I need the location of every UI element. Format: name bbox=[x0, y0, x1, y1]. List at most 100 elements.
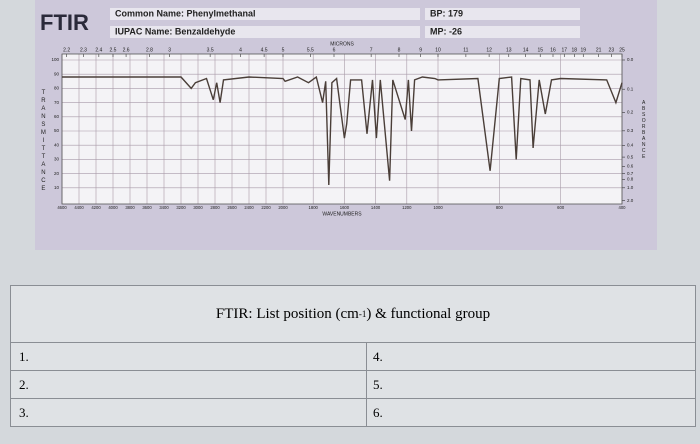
title-sup: -1 bbox=[358, 309, 367, 319]
micron-tick-label: 19 bbox=[580, 47, 586, 53]
boiling-point: BP: 179 bbox=[430, 8, 463, 18]
x-tick-label: 3600 bbox=[142, 205, 152, 210]
x-tick-label: 1800 bbox=[309, 205, 319, 210]
micron-tick-label: 2.5 bbox=[110, 47, 117, 53]
micron-tick-label: 2.4 bbox=[95, 47, 102, 53]
table-row: 3. 6. bbox=[11, 398, 695, 426]
x-tick-label: 4600 bbox=[57, 205, 67, 210]
plot-frame bbox=[61, 53, 623, 205]
y2-tick-label: 0.0 bbox=[627, 57, 634, 62]
spectrum-line bbox=[62, 75, 623, 186]
y-tick-label: 50 bbox=[54, 128, 60, 133]
micron-tick-label: 21 bbox=[596, 47, 602, 53]
micron-tick-label: 2.2 bbox=[63, 47, 70, 53]
common-name: Common Name: Phenylmethanal bbox=[115, 8, 256, 18]
x-tick-label: 3200 bbox=[176, 205, 186, 210]
field-bg bbox=[110, 26, 420, 38]
micron-tick-label: 13 bbox=[506, 47, 512, 53]
x-tick-label: 2000 bbox=[278, 205, 288, 210]
spectrum-panel: FTIR Common Name: Phenylmethanal IUPAC N… bbox=[35, 0, 657, 250]
micron-tick-label: 12 bbox=[486, 47, 492, 53]
x-tick-label: 1400 bbox=[371, 205, 381, 210]
micron-tick-label: 23 bbox=[609, 47, 615, 53]
x-tick-label: 1600 bbox=[340, 205, 350, 210]
micron-tick-label: 7 bbox=[370, 47, 373, 53]
y-tick-label: 80 bbox=[54, 86, 60, 91]
y2-tick-label: 0.6 bbox=[627, 164, 634, 169]
micron-tick-label: 16 bbox=[550, 47, 556, 53]
x-tick-label: 4400 bbox=[74, 205, 84, 210]
table-cell: 5. bbox=[373, 377, 383, 392]
title-text: ) & functional group bbox=[366, 305, 491, 322]
x-tick-label: 2400 bbox=[244, 205, 254, 210]
x-tick-label: 3400 bbox=[159, 205, 169, 210]
x-axis-label: WAVENUMBERS bbox=[322, 211, 362, 217]
logo: FTIR bbox=[40, 10, 89, 35]
y2-tick-label: 0.4 bbox=[627, 143, 634, 148]
x-tick-label: 800 bbox=[496, 205, 504, 210]
x-tick-label: 400 bbox=[619, 205, 627, 210]
melting-point: MP: -26 bbox=[430, 26, 462, 36]
y-tick-label: 20 bbox=[54, 171, 60, 176]
micron-tick-label: 15 bbox=[537, 47, 543, 53]
micron-tick-label: 5 bbox=[282, 47, 285, 53]
y2-tick-label: 0.5 bbox=[627, 154, 634, 159]
y2-tick-label: 1.0 bbox=[627, 185, 634, 190]
table-cell: 2. bbox=[19, 377, 29, 392]
table-row: 1. 4. bbox=[11, 342, 695, 371]
table: FTIR: List position (cm -1) & functional … bbox=[10, 285, 696, 427]
micron-tick-label: 4 bbox=[239, 47, 242, 53]
x-tick-label: 2600 bbox=[227, 205, 237, 210]
iupac-name: IUPAC Name: Benzaldehyde bbox=[115, 26, 235, 36]
x-tick-label: 1200 bbox=[402, 205, 412, 210]
micron-tick-label: 5.5 bbox=[307, 47, 314, 53]
table-row: 2. 5. bbox=[11, 370, 695, 399]
field-bg bbox=[110, 8, 420, 20]
micron-tick-label: 10 bbox=[435, 47, 441, 53]
table-cell: 6. bbox=[373, 405, 383, 420]
y-tick-label: 90 bbox=[54, 71, 60, 76]
y-axis-label: TRANSMITTANCE bbox=[40, 90, 46, 194]
y-tick-label: 30 bbox=[54, 157, 60, 162]
top-axis-label: MICRONS bbox=[330, 41, 354, 47]
micron-tick-label: 11 bbox=[463, 47, 468, 53]
micron-tick-label: 17 bbox=[561, 47, 567, 53]
micron-tick-label: 14 bbox=[523, 47, 529, 53]
y2-tick-label: 0.2 bbox=[627, 110, 634, 115]
y2-tick-label: 2.0 bbox=[627, 198, 634, 203]
micron-tick-label: 6 bbox=[333, 47, 336, 53]
y-tick-label: 60 bbox=[54, 114, 60, 119]
micron-tick-label: 8 bbox=[398, 47, 401, 53]
x-tick-label: 2800 bbox=[210, 205, 220, 210]
y-tick-label: 100 bbox=[51, 57, 59, 62]
x-tick-label: 3000 bbox=[193, 205, 203, 210]
column-divider bbox=[366, 342, 367, 426]
micron-tick-label: 18 bbox=[572, 47, 578, 53]
x-tick-label: 600 bbox=[557, 205, 565, 210]
title-text: FTIR: List position (cm bbox=[215, 305, 359, 322]
x-tick-label: 1000 bbox=[433, 205, 443, 210]
micron-tick-label: 2.6 bbox=[123, 47, 130, 53]
y2-axis-label: ABSORBANCE bbox=[641, 100, 647, 160]
micron-tick-label: 3.5 bbox=[207, 47, 214, 53]
x-tick-label: 3800 bbox=[125, 205, 135, 210]
micron-tick-label: 2.3 bbox=[80, 47, 87, 53]
x-tick-label: 4000 bbox=[108, 205, 118, 210]
table-cell: 3. bbox=[19, 405, 29, 420]
y2-tick-label: 0.3 bbox=[627, 128, 634, 133]
field-bg bbox=[425, 8, 580, 20]
y-tick-label: 10 bbox=[54, 185, 60, 190]
table-cell: 4. bbox=[373, 349, 383, 364]
y2-tick-label: 0.1 bbox=[627, 86, 634, 91]
micron-tick-label: 25 bbox=[619, 47, 625, 53]
field-bg bbox=[425, 26, 580, 38]
table-cell: 1. bbox=[19, 349, 29, 364]
y-tick-label: 40 bbox=[54, 142, 60, 147]
x-tick-label: 4200 bbox=[91, 205, 101, 210]
table-title: FTIR: List position (cm -1) & functional … bbox=[11, 286, 695, 343]
x-tick-label: 2200 bbox=[261, 205, 271, 210]
y2-tick-label: 0.7 bbox=[627, 171, 634, 176]
micron-tick-label: 9 bbox=[419, 47, 422, 53]
micron-tick-label: 3 bbox=[168, 47, 171, 53]
